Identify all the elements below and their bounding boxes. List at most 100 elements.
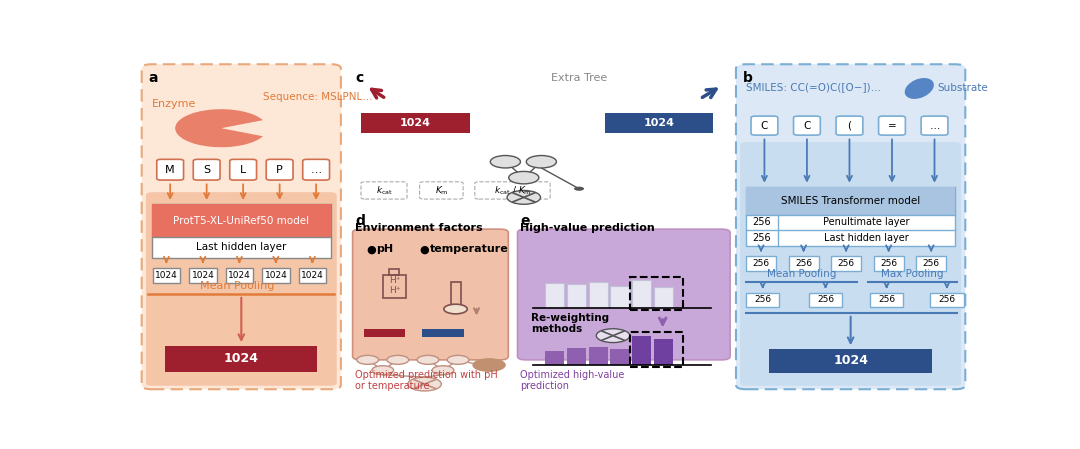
Circle shape [447,355,469,364]
Text: 1024: 1024 [644,118,675,128]
Text: 256: 256 [753,217,771,228]
Text: C: C [760,121,768,131]
Text: ●: ● [366,244,376,254]
Circle shape [573,187,584,191]
Bar [361,113,470,133]
Bar [382,275,406,298]
Text: 1024: 1024 [156,271,178,280]
FancyBboxPatch shape [420,182,463,199]
Ellipse shape [905,78,934,99]
Circle shape [596,329,630,343]
Bar [152,268,180,283]
Text: L: L [240,165,246,175]
Bar [630,277,684,310]
FancyBboxPatch shape [517,229,730,360]
FancyBboxPatch shape [475,182,550,199]
Text: Max Pooling: Max Pooling [881,269,944,279]
Bar [769,349,932,373]
Text: 256: 256 [816,295,834,304]
Text: High-value prediction: High-value prediction [521,224,654,233]
Bar [746,256,777,271]
Bar [632,336,651,365]
Text: b: b [743,71,753,85]
Bar [746,187,956,215]
Text: Substrate: Substrate [937,84,988,93]
Bar [632,280,651,308]
Circle shape [526,155,556,168]
Bar [930,293,963,307]
Bar [589,347,608,365]
Text: pH: pH [376,244,393,254]
Wedge shape [175,109,262,147]
Bar [390,269,400,275]
Bar [545,283,565,308]
Text: (: ( [848,121,851,131]
Text: 256: 256 [795,259,812,268]
FancyBboxPatch shape [735,64,966,389]
Bar [874,256,904,271]
Circle shape [509,172,539,184]
Circle shape [356,355,379,364]
Text: 256: 256 [753,233,771,243]
Text: Sequence: MSLPNL…: Sequence: MSLPNL… [264,92,373,102]
Bar [831,256,861,271]
FancyBboxPatch shape [146,192,337,386]
Bar [653,339,673,365]
Bar [298,268,326,283]
Text: =: = [888,121,896,131]
Text: …: … [929,121,940,131]
Bar [189,268,217,283]
Text: $k_\mathrm{cat}$: $k_\mathrm{cat}$ [376,184,392,197]
Bar [226,268,253,283]
Text: Re-weighting
methods: Re-weighting methods [531,313,609,335]
Circle shape [490,155,521,168]
FancyBboxPatch shape [157,159,184,180]
Text: 1024: 1024 [265,271,287,280]
Bar [746,293,780,307]
Bar [610,286,630,308]
FancyBboxPatch shape [193,159,220,180]
FancyBboxPatch shape [921,116,948,135]
Bar [545,351,565,365]
Text: 256: 256 [922,259,940,268]
Text: 1024: 1024 [833,354,868,367]
Bar [869,293,903,307]
Bar [788,256,819,271]
FancyBboxPatch shape [836,116,863,135]
Text: 1024: 1024 [301,271,324,280]
Bar [450,282,460,306]
Text: Extra Tree: Extra Tree [551,73,608,83]
Bar [262,268,289,283]
Bar [422,329,464,337]
Text: a: a [148,71,158,85]
Circle shape [387,355,408,364]
Text: Last hidden layer: Last hidden layer [197,242,286,252]
Text: e: e [521,214,529,228]
Text: Optimized high-value
prediction: Optimized high-value prediction [521,370,624,392]
Bar [151,204,330,237]
FancyBboxPatch shape [141,64,341,389]
Bar [605,113,714,133]
Bar [653,287,673,308]
Text: 1024: 1024 [191,271,214,280]
Bar [567,285,586,308]
FancyBboxPatch shape [230,159,257,180]
Text: 256: 256 [880,259,897,268]
Text: Enzyme: Enzyme [151,99,197,109]
Bar [364,329,405,337]
FancyBboxPatch shape [267,159,293,180]
FancyBboxPatch shape [302,159,329,180]
FancyBboxPatch shape [352,229,509,360]
Text: M: M [165,165,175,175]
Bar [809,293,842,307]
Bar [165,346,318,372]
Text: 256: 256 [753,259,770,268]
Bar [630,332,684,367]
Text: SMILES: CC(=O)C([O−])…: SMILES: CC(=O)C([O−])… [746,82,881,92]
Circle shape [507,190,540,204]
Text: P: P [276,165,283,175]
Text: Mean Pooling: Mean Pooling [200,281,274,291]
Text: d: d [355,214,365,228]
Text: Environment factors: Environment factors [355,224,483,233]
Text: Penultimate layer: Penultimate layer [823,217,909,228]
